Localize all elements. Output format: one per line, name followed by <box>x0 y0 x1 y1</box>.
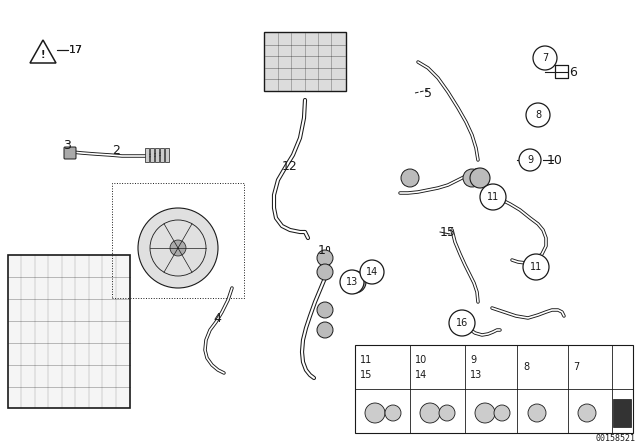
Text: 1: 1 <box>318 244 326 257</box>
Text: 14: 14 <box>366 267 378 277</box>
Text: 10: 10 <box>415 355 428 365</box>
Text: !: ! <box>41 50 45 60</box>
Text: 3: 3 <box>63 138 71 151</box>
Circle shape <box>138 208 218 288</box>
Text: 15: 15 <box>360 370 372 380</box>
Text: 10: 10 <box>547 154 563 167</box>
Polygon shape <box>30 40 56 63</box>
Text: 9: 9 <box>470 355 476 365</box>
Text: 4: 4 <box>213 311 221 324</box>
Text: 11: 11 <box>530 262 542 272</box>
Text: 13: 13 <box>346 277 358 287</box>
Circle shape <box>449 310 475 336</box>
Circle shape <box>470 168 490 188</box>
Text: 17: 17 <box>69 45 83 55</box>
Text: 13: 13 <box>470 370 483 380</box>
Circle shape <box>170 240 186 256</box>
Circle shape <box>526 103 550 127</box>
Circle shape <box>439 405 455 421</box>
FancyBboxPatch shape <box>264 32 346 91</box>
Text: 00158521: 00158521 <box>596 434 636 443</box>
Text: 17: 17 <box>69 45 83 55</box>
Circle shape <box>523 254 549 280</box>
Circle shape <box>361 261 383 283</box>
Text: 12: 12 <box>282 159 298 172</box>
Circle shape <box>528 404 546 422</box>
Circle shape <box>317 264 333 280</box>
Text: 6: 6 <box>569 65 577 78</box>
Circle shape <box>344 271 366 293</box>
Circle shape <box>385 405 401 421</box>
Circle shape <box>360 260 384 284</box>
FancyBboxPatch shape <box>160 148 164 162</box>
Text: 11: 11 <box>487 192 499 202</box>
Circle shape <box>463 169 481 187</box>
Circle shape <box>317 302 333 318</box>
Text: 9: 9 <box>527 155 533 165</box>
Circle shape <box>365 403 385 423</box>
Bar <box>8 255 130 408</box>
Text: 5: 5 <box>424 86 432 99</box>
FancyBboxPatch shape <box>145 148 149 162</box>
Circle shape <box>340 270 364 294</box>
Text: 7: 7 <box>573 362 579 372</box>
Text: 11: 11 <box>360 355 372 365</box>
Circle shape <box>401 169 419 187</box>
Circle shape <box>420 403 440 423</box>
Circle shape <box>494 405 510 421</box>
Text: 7: 7 <box>542 53 548 63</box>
FancyBboxPatch shape <box>165 148 169 162</box>
Text: 16: 16 <box>456 318 468 328</box>
Circle shape <box>317 322 333 338</box>
FancyBboxPatch shape <box>613 399 631 427</box>
Circle shape <box>519 149 541 171</box>
Text: 8: 8 <box>535 110 541 120</box>
Circle shape <box>578 404 596 422</box>
Circle shape <box>533 46 557 70</box>
Circle shape <box>317 250 333 266</box>
FancyBboxPatch shape <box>64 147 76 159</box>
FancyBboxPatch shape <box>155 148 159 162</box>
Text: 2: 2 <box>112 143 120 156</box>
Text: 15: 15 <box>440 225 456 238</box>
Bar <box>355 345 633 433</box>
Text: 8: 8 <box>523 362 529 372</box>
Text: 14: 14 <box>415 370 428 380</box>
Circle shape <box>475 403 495 423</box>
FancyBboxPatch shape <box>150 148 154 162</box>
Circle shape <box>480 184 506 210</box>
